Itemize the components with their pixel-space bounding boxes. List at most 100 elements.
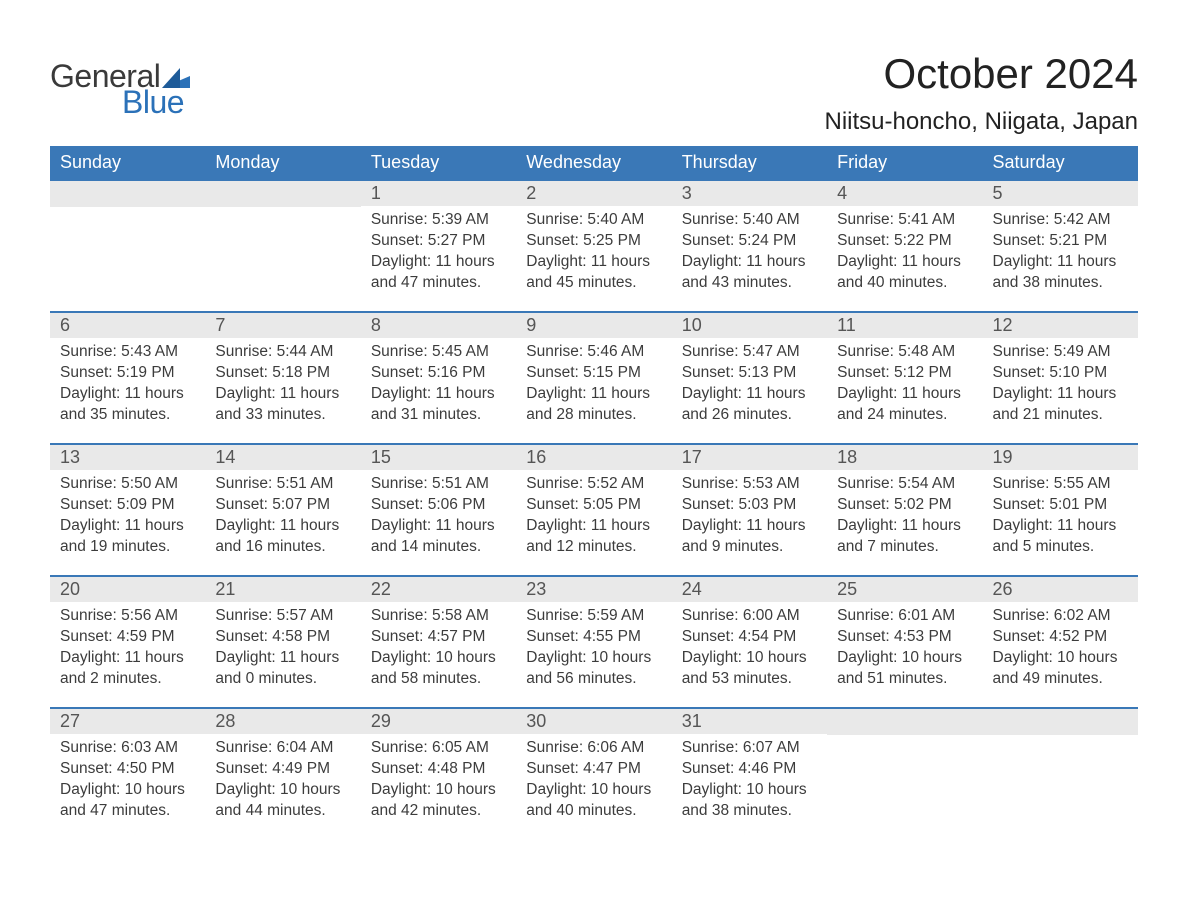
- calendar-day-cell: 18Sunrise: 5:54 AMSunset: 5:02 PMDayligh…: [827, 444, 982, 576]
- calendar-day-cell: [827, 708, 982, 826]
- sunset-text: Sunset: 5:13 PM: [682, 363, 817, 384]
- calendar-day-cell: 2Sunrise: 5:40 AMSunset: 5:25 PMDaylight…: [516, 180, 671, 312]
- day-body: Sunrise: 5:40 AMSunset: 5:25 PMDaylight:…: [516, 206, 671, 298]
- calendar-day-cell: 25Sunrise: 6:01 AMSunset: 4:53 PMDayligh…: [827, 576, 982, 708]
- day-body: Sunrise: 5:48 AMSunset: 5:12 PMDaylight:…: [827, 338, 982, 430]
- month-title: October 2024: [824, 50, 1138, 98]
- calendar-day-cell: 30Sunrise: 6:06 AMSunset: 4:47 PMDayligh…: [516, 708, 671, 826]
- day-number: 3: [672, 181, 827, 206]
- sunrise-text: Sunrise: 5:52 AM: [526, 474, 661, 495]
- daylight-text: Daylight: 11 hours and 33 minutes.: [215, 384, 350, 426]
- sunset-text: Sunset: 5:05 PM: [526, 495, 661, 516]
- sunrise-text: Sunrise: 5:39 AM: [371, 210, 506, 231]
- day-number: 14: [205, 445, 360, 470]
- calendar-day-cell: 5Sunrise: 5:42 AMSunset: 5:21 PMDaylight…: [983, 180, 1138, 312]
- day-number: [50, 181, 205, 207]
- calendar-day-cell: 16Sunrise: 5:52 AMSunset: 5:05 PMDayligh…: [516, 444, 671, 576]
- calendar-day-cell: 15Sunrise: 5:51 AMSunset: 5:06 PMDayligh…: [361, 444, 516, 576]
- sunset-text: Sunset: 4:52 PM: [993, 627, 1128, 648]
- daylight-text: Daylight: 11 hours and 28 minutes.: [526, 384, 661, 426]
- day-body: Sunrise: 6:05 AMSunset: 4:48 PMDaylight:…: [361, 734, 516, 826]
- sunset-text: Sunset: 5:09 PM: [60, 495, 195, 516]
- logo-text-blue: Blue: [122, 86, 190, 118]
- sunset-text: Sunset: 5:21 PM: [993, 231, 1128, 252]
- sunset-text: Sunset: 4:54 PM: [682, 627, 817, 648]
- sunrise-text: Sunrise: 5:51 AM: [371, 474, 506, 495]
- daylight-text: Daylight: 10 hours and 56 minutes.: [526, 648, 661, 690]
- sunset-text: Sunset: 4:58 PM: [215, 627, 350, 648]
- sunrise-text: Sunrise: 5:43 AM: [60, 342, 195, 363]
- sunrise-text: Sunrise: 5:51 AM: [215, 474, 350, 495]
- day-number: 19: [983, 445, 1138, 470]
- day-body: Sunrise: 5:39 AMSunset: 5:27 PMDaylight:…: [361, 206, 516, 298]
- day-number: [827, 709, 982, 735]
- day-number: 15: [361, 445, 516, 470]
- day-number: 8: [361, 313, 516, 338]
- daylight-text: Daylight: 10 hours and 42 minutes.: [371, 780, 506, 822]
- day-body: Sunrise: 5:56 AMSunset: 4:59 PMDaylight:…: [50, 602, 205, 694]
- daylight-text: Daylight: 10 hours and 38 minutes.: [682, 780, 817, 822]
- sunrise-text: Sunrise: 5:45 AM: [371, 342, 506, 363]
- day-body: Sunrise: 5:49 AMSunset: 5:10 PMDaylight:…: [983, 338, 1138, 430]
- day-number: 29: [361, 709, 516, 734]
- day-number: 26: [983, 577, 1138, 602]
- calendar-day-cell: 20Sunrise: 5:56 AMSunset: 4:59 PMDayligh…: [50, 576, 205, 708]
- day-body: Sunrise: 5:52 AMSunset: 5:05 PMDaylight:…: [516, 470, 671, 562]
- day-body: Sunrise: 6:06 AMSunset: 4:47 PMDaylight:…: [516, 734, 671, 826]
- sunset-text: Sunset: 4:49 PM: [215, 759, 350, 780]
- calendar-day-cell: 8Sunrise: 5:45 AMSunset: 5:16 PMDaylight…: [361, 312, 516, 444]
- sunrise-text: Sunrise: 5:40 AM: [526, 210, 661, 231]
- day-number: 11: [827, 313, 982, 338]
- header: General Blue October 2024 Niitsu-honcho,…: [50, 50, 1138, 136]
- calendar-week-row: 1Sunrise: 5:39 AMSunset: 5:27 PMDaylight…: [50, 180, 1138, 312]
- sunrise-text: Sunrise: 5:42 AM: [993, 210, 1128, 231]
- calendar-day-cell: 7Sunrise: 5:44 AMSunset: 5:18 PMDaylight…: [205, 312, 360, 444]
- day-body: Sunrise: 5:54 AMSunset: 5:02 PMDaylight:…: [827, 470, 982, 562]
- day-body: Sunrise: 5:59 AMSunset: 4:55 PMDaylight:…: [516, 602, 671, 694]
- sunset-text: Sunset: 5:16 PM: [371, 363, 506, 384]
- day-body: Sunrise: 5:55 AMSunset: 5:01 PMDaylight:…: [983, 470, 1138, 562]
- day-body: Sunrise: 5:41 AMSunset: 5:22 PMDaylight:…: [827, 206, 982, 298]
- sunset-text: Sunset: 5:27 PM: [371, 231, 506, 252]
- calendar-day-cell: 21Sunrise: 5:57 AMSunset: 4:58 PMDayligh…: [205, 576, 360, 708]
- calendar-day-cell: 31Sunrise: 6:07 AMSunset: 4:46 PMDayligh…: [672, 708, 827, 826]
- daylight-text: Daylight: 10 hours and 40 minutes.: [526, 780, 661, 822]
- calendar-week-row: 6Sunrise: 5:43 AMSunset: 5:19 PMDaylight…: [50, 312, 1138, 444]
- sunrise-text: Sunrise: 5:44 AM: [215, 342, 350, 363]
- calendar-day-cell: 3Sunrise: 5:40 AMSunset: 5:24 PMDaylight…: [672, 180, 827, 312]
- daylight-text: Daylight: 11 hours and 31 minutes.: [371, 384, 506, 426]
- sunrise-text: Sunrise: 5:59 AM: [526, 606, 661, 627]
- daylight-text: Daylight: 11 hours and 45 minutes.: [526, 252, 661, 294]
- calendar-table: SundayMondayTuesdayWednesdayThursdayFrid…: [50, 146, 1138, 826]
- calendar-day-cell: [205, 180, 360, 312]
- daylight-text: Daylight: 11 hours and 19 minutes.: [60, 516, 195, 558]
- calendar-body: 1Sunrise: 5:39 AMSunset: 5:27 PMDaylight…: [50, 180, 1138, 826]
- day-body: Sunrise: 6:07 AMSunset: 4:46 PMDaylight:…: [672, 734, 827, 826]
- day-number: [983, 709, 1138, 735]
- sunset-text: Sunset: 4:59 PM: [60, 627, 195, 648]
- sunrise-text: Sunrise: 5:47 AM: [682, 342, 817, 363]
- day-body: Sunrise: 5:42 AMSunset: 5:21 PMDaylight:…: [983, 206, 1138, 298]
- calendar-day-cell: [983, 708, 1138, 826]
- sunrise-text: Sunrise: 5:49 AM: [993, 342, 1128, 363]
- calendar-day-cell: 23Sunrise: 5:59 AMSunset: 4:55 PMDayligh…: [516, 576, 671, 708]
- calendar-day-cell: 9Sunrise: 5:46 AMSunset: 5:15 PMDaylight…: [516, 312, 671, 444]
- day-body: Sunrise: 5:57 AMSunset: 4:58 PMDaylight:…: [205, 602, 360, 694]
- daylight-text: Daylight: 10 hours and 51 minutes.: [837, 648, 972, 690]
- sunrise-text: Sunrise: 5:48 AM: [837, 342, 972, 363]
- calendar-day-cell: 22Sunrise: 5:58 AMSunset: 4:57 PMDayligh…: [361, 576, 516, 708]
- sunset-text: Sunset: 4:57 PM: [371, 627, 506, 648]
- calendar-day-cell: 17Sunrise: 5:53 AMSunset: 5:03 PMDayligh…: [672, 444, 827, 576]
- day-body: Sunrise: 5:45 AMSunset: 5:16 PMDaylight:…: [361, 338, 516, 430]
- daylight-text: Daylight: 10 hours and 47 minutes.: [60, 780, 195, 822]
- day-number: 13: [50, 445, 205, 470]
- calendar-day-cell: 10Sunrise: 5:47 AMSunset: 5:13 PMDayligh…: [672, 312, 827, 444]
- calendar-day-cell: 4Sunrise: 5:41 AMSunset: 5:22 PMDaylight…: [827, 180, 982, 312]
- daylight-text: Daylight: 11 hours and 5 minutes.: [993, 516, 1128, 558]
- daylight-text: Daylight: 11 hours and 14 minutes.: [371, 516, 506, 558]
- sunrise-text: Sunrise: 5:53 AM: [682, 474, 817, 495]
- calendar-day-cell: 24Sunrise: 6:00 AMSunset: 4:54 PMDayligh…: [672, 576, 827, 708]
- weekday-header: Wednesday: [516, 146, 671, 180]
- daylight-text: Daylight: 11 hours and 38 minutes.: [993, 252, 1128, 294]
- sunset-text: Sunset: 4:46 PM: [682, 759, 817, 780]
